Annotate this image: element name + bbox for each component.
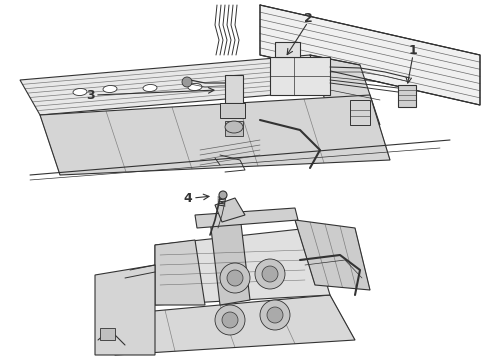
Text: 4: 4 [184,192,193,204]
Ellipse shape [219,191,227,199]
Bar [220,103,245,118]
Polygon shape [260,5,480,105]
Ellipse shape [188,84,202,90]
Circle shape [262,266,278,282]
Circle shape [227,270,243,286]
Polygon shape [210,215,250,305]
Polygon shape [20,55,330,115]
Text: 1: 1 [409,44,417,57]
Bar [398,85,416,107]
Ellipse shape [73,89,87,95]
Bar [225,121,243,136]
Circle shape [260,300,290,330]
Ellipse shape [143,85,157,91]
Bar [270,57,330,95]
Ellipse shape [182,77,192,87]
Polygon shape [110,295,355,355]
Bar [350,100,370,125]
Bar [225,75,243,103]
Circle shape [220,263,250,293]
Text: 3: 3 [86,89,94,102]
Text: 2: 2 [304,12,313,24]
Polygon shape [155,240,205,305]
Circle shape [222,312,238,328]
Polygon shape [295,220,370,290]
Bar [275,42,300,57]
Polygon shape [310,55,380,125]
Ellipse shape [225,121,243,133]
Polygon shape [195,208,298,228]
Polygon shape [215,198,245,222]
Ellipse shape [103,85,117,93]
Circle shape [215,305,245,335]
Circle shape [267,307,283,323]
Bar [100,328,115,340]
Circle shape [255,259,285,289]
Polygon shape [155,228,330,305]
Polygon shape [40,95,390,175]
Polygon shape [95,265,155,355]
